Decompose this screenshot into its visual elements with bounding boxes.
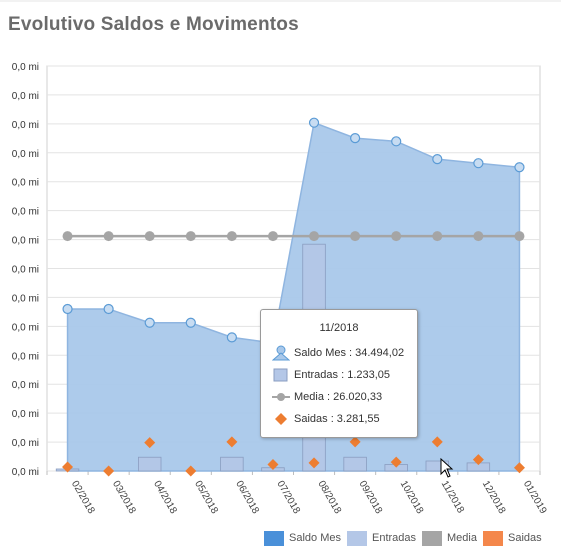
legend-swatch (264, 530, 284, 546)
y-tick-label: 0,0 mi (12, 322, 39, 333)
y-tick-label: 0,0 mi (12, 351, 39, 362)
saidas-point (144, 437, 156, 449)
saidas-point (226, 436, 238, 448)
line-marker-icon (272, 389, 290, 405)
chart-svg[interactable]: 0,0 mi 0,0 mi 0,0 mi 0,0 mi 0,0 mi 0,0 mi 0,0 … (0, 46, 561, 551)
y-tick-label: 0,0 mi (12, 207, 39, 218)
saldo-point (391, 136, 402, 147)
x-tick-label: 10/2018 (398, 479, 426, 516)
tooltip-label: Entradas : 1.233,05 (294, 369, 391, 381)
y-tick-label: 0,0 mi (12, 438, 39, 449)
chart-tooltip: 11/2018 Saldo Mes : 34.494,02 Entradas :… (260, 309, 418, 438)
saldo-point (226, 332, 237, 343)
x-tick-label: 05/2018 (192, 479, 220, 516)
tooltip-row-media: Media : 26.020,33 (261, 386, 417, 408)
saldo-point (514, 162, 525, 173)
saldo-point (103, 303, 114, 315)
x-tick-label: 01/2019 (521, 479, 549, 516)
saidas-point (513, 462, 525, 474)
x-tick-label: 09/2018 (357, 479, 385, 516)
y-tick-label: 0,0 mi (12, 380, 39, 391)
saldo-point (432, 154, 443, 165)
legend-item-saldo[interactable]: Saldo Mes (264, 530, 341, 546)
x-tick-label: 11/2018 (439, 479, 466, 516)
entradas-bar (220, 456, 244, 472)
media-point (144, 231, 155, 242)
y-tick-label: 0,0 mi (12, 467, 39, 478)
media-point (391, 231, 402, 242)
x-tick-label: 08/2018 (315, 479, 343, 516)
chart-area[interactable]: 0,0 mi 0,0 mi 0,0 mi 0,0 mi 0,0 mi 0,0 mi 0,0 … (0, 46, 561, 551)
tooltip-label: Media : 26.020,33 (294, 391, 383, 403)
legend-swatch (482, 530, 503, 546)
x-tick-label: 02/2018 (69, 479, 97, 516)
saidas-point (472, 454, 484, 466)
y-tick-label: 0,0 mi (12, 178, 39, 189)
media-point (62, 231, 73, 242)
y-tick-label: 0,0 mi (12, 149, 39, 160)
legend-item-media[interactable]: Media (422, 530, 477, 546)
tooltip-row-saldo: Saldo Mes : 34.494,02 (261, 342, 417, 364)
tooltip-title: 11/2018 (319, 322, 359, 334)
media-point (350, 231, 361, 242)
bar-icon (272, 367, 290, 383)
y-tick-label: 0,0 mi (12, 120, 39, 131)
y-tick-label: 0,0 mi (12, 62, 39, 73)
x-tick-label: 06/2018 (233, 479, 261, 516)
person-area-icon (271, 345, 291, 361)
media-point (103, 231, 114, 242)
saldo-point (62, 303, 73, 315)
chart-legend: Saldo Mes Entradas Media Saidas (264, 530, 548, 546)
saidas-point (308, 457, 320, 469)
legend-item-saidas[interactable]: Saidas (482, 530, 542, 546)
saidas-point (185, 465, 197, 477)
x-tick-label: 07/2018 (274, 479, 302, 516)
tooltip-row-entradas: Entradas : 1.233,05 (261, 364, 417, 386)
legend-swatch (422, 530, 443, 546)
entradas-bar (343, 456, 367, 472)
y-tick-label: 0,0 mi (12, 293, 39, 304)
y-tick-label: 0,0 mi (12, 236, 39, 247)
saidas-point (103, 465, 115, 477)
legend-label: Saldo Mes (289, 532, 341, 544)
media-point (185, 231, 196, 242)
y-tick-label: 0,0 mi (12, 91, 39, 102)
saidas-point (431, 436, 443, 448)
legend-label: Entradas (371, 532, 417, 544)
saldo-point (144, 317, 155, 328)
media-point (267, 231, 278, 242)
top-divider (0, 0, 561, 2)
x-tick-label: 04/2018 (151, 479, 179, 516)
x-tick-label: 12/2018 (480, 479, 508, 516)
legend-item-entradas[interactable]: Entradas (346, 530, 417, 546)
media-point (226, 231, 237, 242)
saidas-point (349, 436, 361, 448)
legend-label: Saidas (507, 532, 542, 544)
saldo-point (185, 317, 196, 328)
legend-swatch (346, 530, 367, 546)
y-tick-label: 0,0 mi (12, 409, 39, 420)
saidas-point (267, 459, 279, 471)
diamond-icon (272, 411, 290, 427)
media-point (473, 231, 484, 242)
media-point (514, 231, 525, 242)
saldo-point (308, 117, 320, 128)
mouse-cursor-icon (440, 457, 454, 483)
tooltip-label: Saidas : 3.281,55 (294, 413, 380, 425)
tooltip-label: Saldo Mes : 34.494,02 (294, 347, 405, 359)
saldo-point (350, 132, 361, 144)
saidas-point (62, 461, 74, 473)
y-tick-label: 0,0 mi (12, 265, 39, 276)
tooltip-row-saidas: Saidas : 3.281,55 (261, 408, 417, 430)
media-point (309, 231, 320, 242)
saldo-point (473, 158, 484, 169)
saidas-point (390, 456, 402, 468)
chart-title: Evolutivo Saldos e Movimentos (8, 14, 299, 35)
x-tick-label: 03/2018 (110, 479, 138, 516)
media-point (432, 231, 443, 242)
legend-label: Media (447, 532, 477, 544)
entradas-bar (138, 456, 162, 472)
